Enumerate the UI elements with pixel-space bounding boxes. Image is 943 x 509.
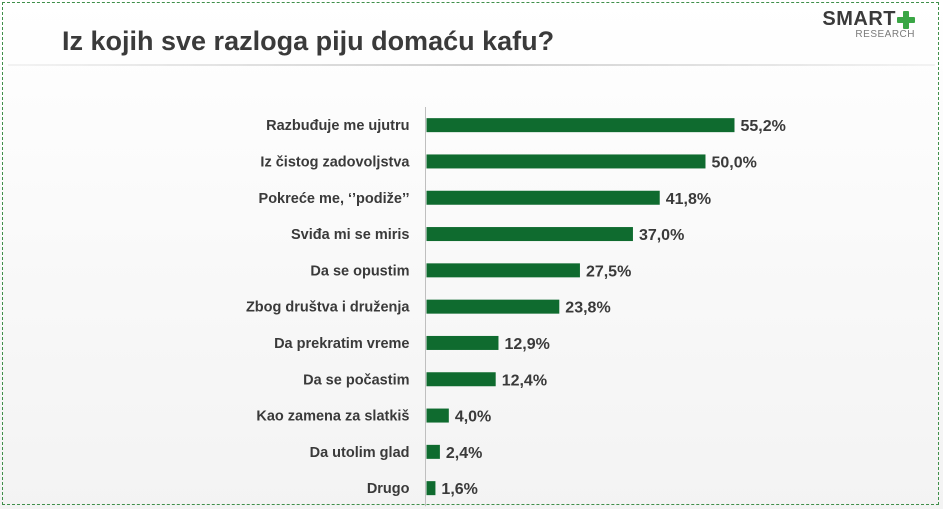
bar [426,263,580,278]
category-label: Pokreće me, ‘’podiže’’ [259,191,410,207]
bar [426,372,496,387]
data-label: 37,0% [639,227,684,244]
category-label: Iz čistog zadovoljstva [260,154,410,170]
bar [426,118,735,133]
category-label: Sviđa mi se miris [291,227,409,243]
data-label: 12,9% [504,336,549,353]
data-label: 23,8% [565,300,610,317]
logo-subtext: RESEARCH [855,29,915,40]
category-label: Da prekratim vreme [274,336,409,352]
bar [426,481,436,496]
data-label: 41,8% [666,191,711,208]
bar [426,154,706,169]
bar [426,227,633,242]
bar [426,299,560,314]
logo-main-text: SMART [822,8,896,30]
logo-wordmark: SMART [822,8,915,31]
category-label: Kao zamena za slatkiš [256,409,409,425]
header-divider [8,64,935,66]
bar [426,190,660,205]
smart-research-logo: SMART RESEARCH [822,8,915,40]
bar [426,335,499,350]
category-label: Zbog društva i druženja [246,300,410,316]
data-label: 27,5% [586,263,631,280]
category-label: Da utolim glad [310,445,410,461]
category-label: Da se opustim [310,263,409,279]
bar [426,444,440,459]
data-label: 12,4% [502,372,547,389]
category-label: Da se počastim [303,372,409,388]
category-label: Drugo [367,481,410,497]
data-label: 55,2% [741,118,786,135]
bar [426,408,449,423]
chart-title: Iz kojih sve razloga piju domaću kafu? [62,26,555,56]
data-label: 1,6% [441,481,477,498]
plus-icon [897,10,915,29]
category-label: Razbuđuje me ujutru [266,118,409,134]
data-label: 50,0% [711,154,756,171]
data-label: 2,4% [446,445,482,462]
data-label: 4,0% [455,409,491,426]
